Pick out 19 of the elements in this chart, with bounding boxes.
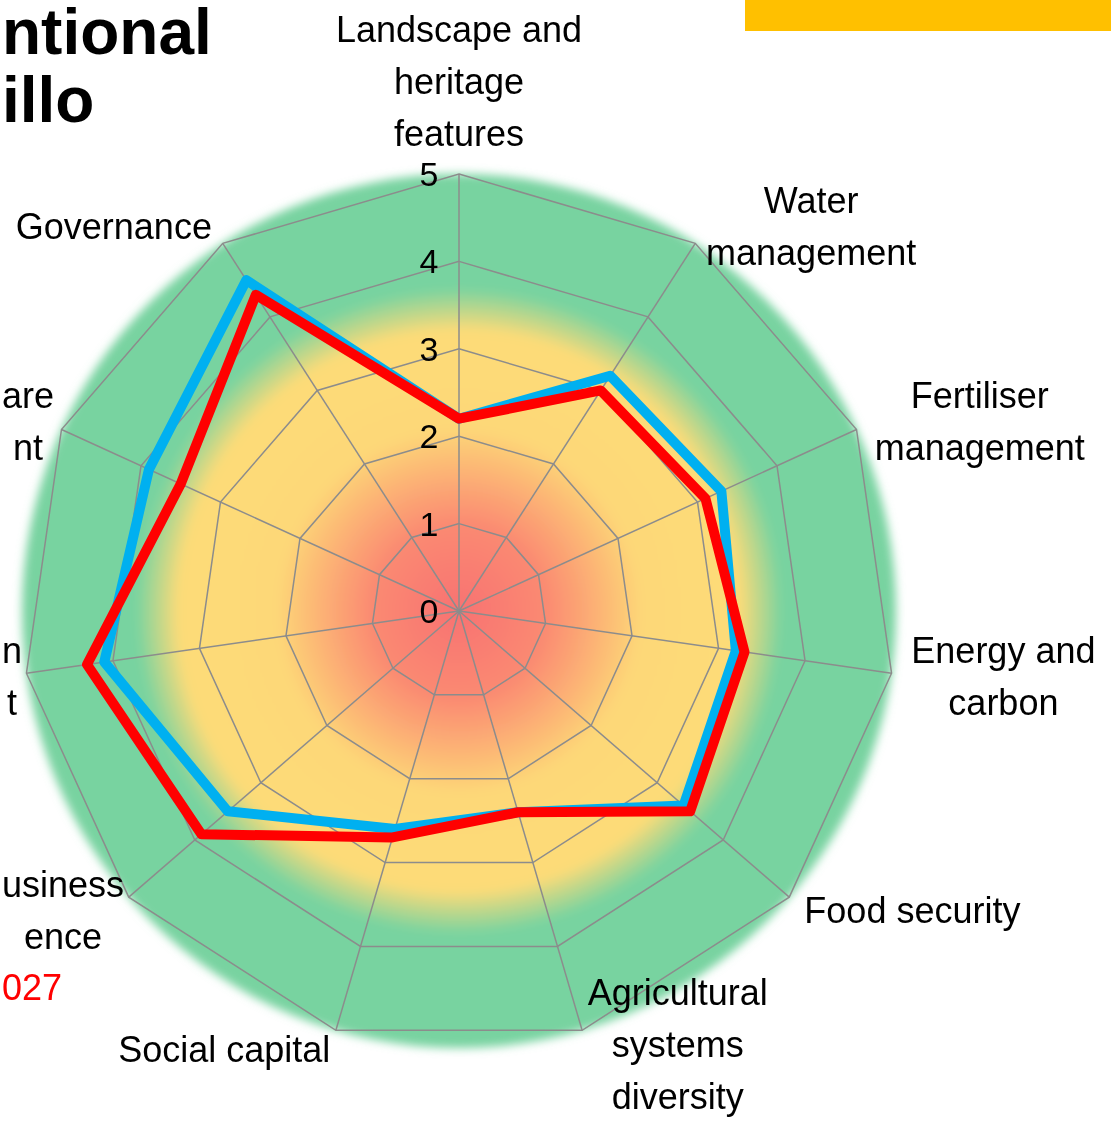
y-tick-label: 1	[419, 504, 439, 543]
y-tick-label: 3	[419, 329, 439, 368]
spoke-label: Agricultural systems diversity	[587, 971, 768, 1117]
spoke-label: n t	[2, 629, 23, 723]
spoke-label: usiness ence	[2, 863, 125, 957]
text: 027	[2, 967, 63, 1008]
y-tick-label: 2	[419, 417, 439, 456]
chart-title: ntional illo	[2, 0, 212, 136]
y-tick-label: 0	[419, 591, 439, 630]
spoke-label: Water management	[706, 180, 917, 274]
spoke-label: Fertiliser management	[874, 374, 1085, 468]
spoke-label: Governance	[15, 206, 212, 248]
y-tick-label: 4	[419, 242, 439, 281]
y-tick-label: 5	[419, 154, 439, 193]
spoke-label: Food security	[804, 889, 1021, 931]
spoke-label: are nt	[2, 374, 55, 468]
spoke-label: Social capital	[118, 1029, 331, 1071]
spoke-label: Energy and carbon	[911, 629, 1096, 723]
spoke-label: Landscape and heritage features	[335, 8, 583, 154]
